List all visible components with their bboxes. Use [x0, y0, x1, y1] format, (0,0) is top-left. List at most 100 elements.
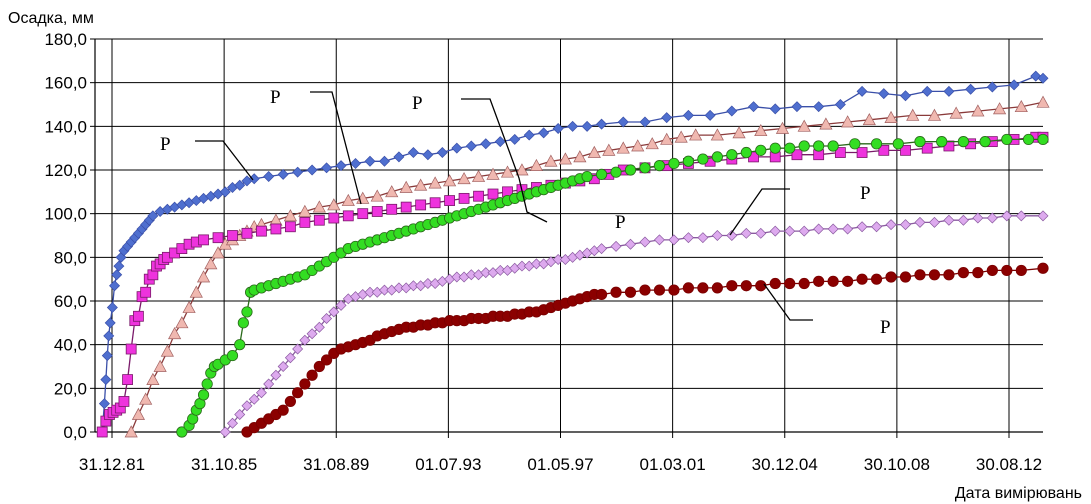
- data-point: [726, 280, 738, 292]
- data-point: [784, 277, 796, 290]
- series-4: [176, 133, 1049, 438]
- x-tick-label: 01.03.01: [640, 455, 706, 474]
- data-point: [342, 210, 354, 222]
- data-point: [451, 142, 463, 154]
- data-point: [827, 275, 839, 287]
- y-tick-label: 100,0: [44, 205, 87, 224]
- data-point: [175, 316, 189, 329]
- data-point: [653, 284, 666, 296]
- data-point: [610, 166, 622, 178]
- y-tick-label: 80,0: [54, 248, 87, 267]
- data-point: [480, 267, 492, 279]
- data-point: [234, 179, 246, 191]
- data-point: [400, 201, 412, 213]
- data-point: [754, 123, 768, 137]
- data-point: [263, 171, 275, 183]
- data-point: [494, 264, 506, 276]
- data-point: [1008, 79, 1020, 91]
- data-point: [965, 83, 977, 95]
- data-point: [313, 214, 325, 226]
- data-point: [957, 267, 969, 279]
- data-point: [558, 152, 572, 165]
- x-tick-label: 01.07.93: [415, 455, 481, 474]
- data-point: [813, 140, 825, 152]
- y-tick-label: 40,0: [54, 336, 87, 355]
- data-point: [306, 369, 318, 381]
- data-point: [98, 398, 110, 410]
- data-point: [1036, 95, 1050, 108]
- y-tick-label: 180,0: [44, 30, 87, 49]
- data-point: [277, 361, 289, 372]
- data-point: [104, 317, 116, 329]
- data-point: [327, 198, 341, 211]
- data-point: [726, 230, 738, 241]
- data-point: [892, 138, 904, 150]
- data-point: [544, 154, 558, 167]
- data-point: [986, 264, 998, 277]
- data-point: [1037, 262, 1049, 274]
- data-point: [885, 219, 897, 231]
- data-point: [386, 203, 398, 215]
- data-point: [653, 160, 666, 172]
- data-point: [306, 164, 318, 176]
- data-point: [711, 151, 723, 163]
- y-tick-label: 140,0: [44, 117, 87, 136]
- data-point: [146, 372, 160, 385]
- data-point: [189, 285, 203, 298]
- data-point: [682, 109, 694, 121]
- data-point: [487, 188, 499, 200]
- data-point: [674, 130, 688, 143]
- data-point: [1022, 133, 1035, 146]
- data-point: [486, 167, 500, 180]
- data-point: [784, 142, 796, 154]
- data-point: [131, 407, 146, 420]
- data-point: [96, 426, 108, 438]
- data-point: [943, 85, 955, 97]
- y-tick-label: 60,0: [54, 292, 87, 311]
- annotation-label: Р: [412, 93, 423, 114]
- data-point: [378, 155, 390, 167]
- data-point: [625, 238, 637, 250]
- data-point: [283, 209, 297, 222]
- data-point: [529, 158, 544, 171]
- data-point: [212, 232, 224, 244]
- data-point: [769, 142, 781, 154]
- data-point: [740, 280, 752, 292]
- data-point: [943, 269, 955, 281]
- x-tick-label: 30.10.08: [864, 455, 930, 474]
- data-point: [443, 174, 457, 187]
- annotation-label: Р: [270, 87, 281, 108]
- data-point: [241, 306, 253, 318]
- data-point: [639, 284, 651, 296]
- data-point: [849, 138, 861, 150]
- data-point: [957, 214, 969, 226]
- data-point: [631, 139, 645, 152]
- data-point: [639, 116, 651, 128]
- x-tick-labels: 31.12.81 31.10.85 31.08.89 01.07.93 01.05.97…: [79, 455, 1042, 474]
- data-point: [856, 147, 868, 158]
- data-point: [682, 282, 695, 294]
- data-point: [321, 312, 333, 324]
- data-point: [617, 116, 629, 128]
- data-point: [1037, 133, 1049, 146]
- data-point: [581, 170, 593, 183]
- data-point: [313, 321, 325, 333]
- data-point: [610, 286, 622, 298]
- data-point: [480, 138, 492, 150]
- data-point: [284, 352, 296, 364]
- data-point: [530, 258, 542, 270]
- data-point: [740, 146, 752, 159]
- data-point: [936, 136, 948, 148]
- data-point: [201, 378, 213, 390]
- data-point: [624, 286, 637, 298]
- data-point: [1037, 72, 1049, 84]
- data-point: [436, 147, 448, 159]
- data-point: [798, 225, 810, 237]
- data-point: [870, 138, 883, 150]
- data-point: [147, 210, 159, 222]
- data-point: [306, 328, 318, 340]
- data-point: [595, 168, 608, 180]
- data-point: [227, 230, 238, 241]
- data-point: [471, 169, 486, 182]
